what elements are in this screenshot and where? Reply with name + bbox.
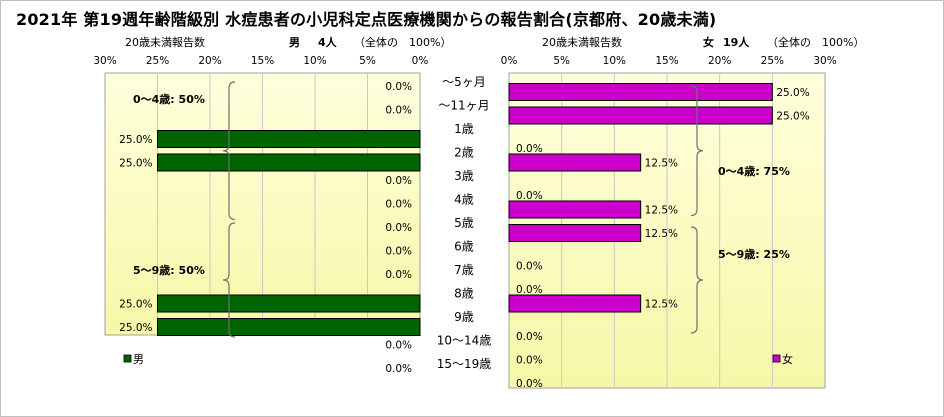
age-category-label: 2歳 — [454, 146, 474, 160]
age-category-label: 1歳 — [454, 122, 474, 136]
male-bar — [157, 153, 421, 172]
male-bar — [157, 130, 421, 148]
female-bar — [508, 153, 642, 172]
female-group-brace — [690, 226, 704, 334]
female-group-label: 5～9歳: 25% — [718, 247, 790, 261]
male-bar-value-label: 25.0% — [119, 299, 152, 311]
female-x-tick-label: 20% — [708, 55, 731, 67]
male-axis-title: 20歳未満報告数 — [125, 36, 205, 49]
female-bar-value-label: 0.0% — [516, 190, 543, 202]
female-legend-swatch — [772, 354, 781, 363]
female-group-label: 0～4歳: 75% — [718, 164, 790, 178]
female-bar-value-label: 0.0% — [516, 331, 543, 343]
female-bar-value-label: 12.5% — [645, 158, 678, 170]
female-axis-title: 20歳未満報告数 — [542, 36, 622, 49]
age-category-label: ～11ヶ月 — [438, 99, 489, 113]
male-bar — [157, 294, 421, 313]
male-header-sex: 男 — [289, 36, 300, 49]
male-x-tick-label: 5% — [359, 55, 376, 67]
female-group-brace — [690, 85, 704, 217]
male-legend-label: 男 — [133, 353, 144, 366]
male-bar-value-label: 0.0% — [385, 199, 412, 211]
male-header-note: （全体の 100%） — [354, 35, 451, 49]
male-bar-value-label: 0.0% — [385, 363, 412, 375]
female-bar-value-label: 12.5% — [645, 299, 678, 311]
male-bar-value-label: 0.0% — [385, 340, 412, 352]
male-group-brace — [222, 222, 236, 338]
age-category-label: 15～19歳 — [437, 357, 492, 371]
age-category-label: 9歳 — [454, 310, 474, 324]
female-x-tick-label: 25% — [761, 55, 784, 67]
male-bar-value-label: 25.0% — [119, 158, 152, 170]
female-x-tick-label: 30% — [813, 55, 836, 67]
male-group-brace — [222, 81, 236, 221]
female-bar-value-label: 25.0% — [776, 87, 809, 99]
female-x-tick-label: 10% — [603, 55, 626, 67]
age-category-label: 5歳 — [454, 216, 474, 230]
age-category-label: 3歳 — [454, 169, 474, 183]
age-category-label: 10～14歳 — [437, 334, 492, 348]
male-bar-value-label: 25.0% — [119, 134, 152, 146]
female-bar-value-label: 0.0% — [516, 378, 543, 390]
female-bar — [508, 200, 642, 219]
female-x-tick-label: 0% — [501, 55, 518, 67]
female-bar-value-label: 0.0% — [516, 355, 543, 367]
female-header-sex: 女 — [703, 35, 714, 49]
male-x-tick-label: 20% — [198, 55, 221, 67]
male-group-label: 5～9歳: 50% — [133, 263, 205, 277]
chart-title: 2021年 第19週年齢階級別 水痘患者の小児科定点医療機関からの報告割合(京都… — [16, 10, 717, 29]
male-bar-value-label: 25.0% — [119, 322, 152, 334]
male-group-label: 0～4歳: 50% — [133, 92, 205, 106]
male-bar-value-label: 0.0% — [385, 105, 412, 117]
male-legend-swatch — [123, 354, 132, 363]
age-category-label: 8歳 — [454, 287, 474, 301]
age-category-label: 4歳 — [454, 193, 474, 207]
male-x-tick-label: 10% — [303, 55, 326, 67]
male-bar-value-label: 0.0% — [385, 222, 412, 234]
female-header-count: 19人 — [723, 35, 750, 49]
female-bar — [508, 106, 773, 125]
male-bar-value-label: 0.0% — [385, 269, 412, 281]
male-x-tick-label: 25% — [146, 55, 169, 67]
female-bar-value-label: 0.0% — [516, 143, 543, 155]
female-bar-value-label: 12.5% — [645, 228, 678, 240]
age-category-label: 7歳 — [454, 263, 474, 277]
female-x-tick-label: 5% — [553, 55, 570, 67]
female-bar-value-label: 12.5% — [645, 205, 678, 217]
female-bar — [508, 224, 642, 242]
female-header-note: （全体の 100%） — [767, 35, 864, 49]
female-bar-value-label: 0.0% — [516, 261, 543, 273]
female-bar-value-label: 0.0% — [516, 284, 543, 296]
male-x-tick-label: 0% — [412, 55, 429, 67]
female-bar — [508, 83, 773, 101]
male-x-tick-label: 15% — [251, 55, 274, 67]
female-bar-value-label: 25.0% — [776, 111, 809, 123]
female-legend-label: 女 — [782, 352, 793, 366]
male-header-count: 4人 — [318, 35, 338, 49]
male-x-tick-label: 30% — [93, 55, 116, 67]
male-bar-value-label: 0.0% — [385, 175, 412, 187]
male-bar-value-label: 0.0% — [385, 246, 412, 258]
female-x-tick-label: 15% — [655, 55, 678, 67]
age-category-label: ～5ヶ月 — [442, 75, 486, 89]
male-bar — [157, 318, 421, 336]
female-bar — [508, 294, 642, 313]
male-bar-value-label: 0.0% — [385, 81, 412, 93]
age-category-label: 6歳 — [454, 240, 474, 254]
